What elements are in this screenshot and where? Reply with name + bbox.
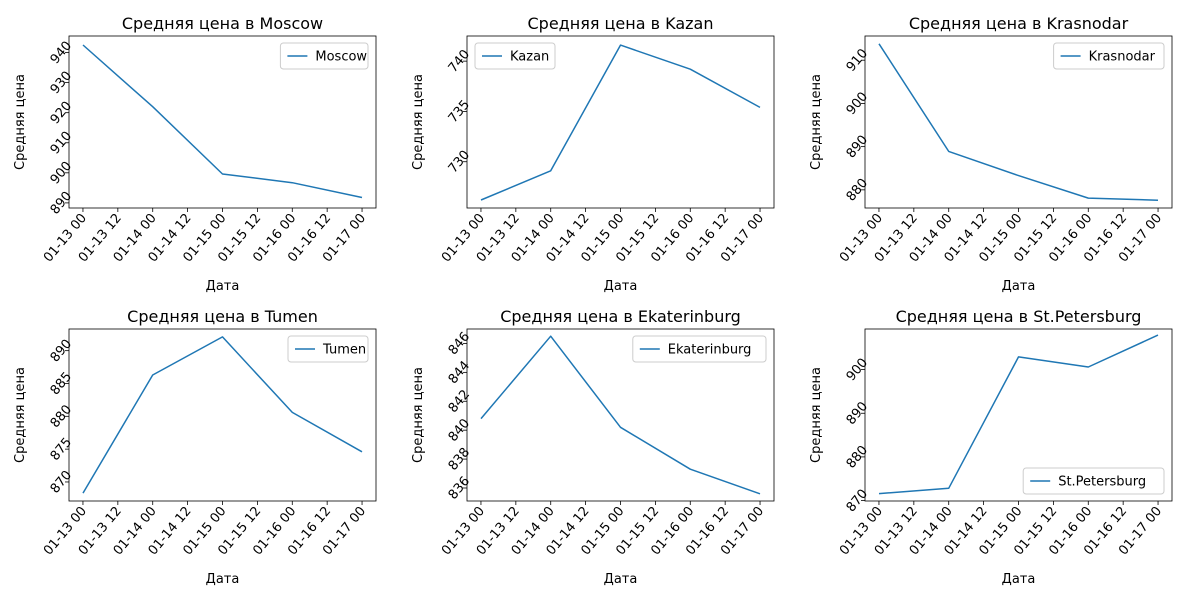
legend-label: St.Petersburg	[1058, 475, 1146, 490]
legend-label: Moscow	[315, 50, 367, 65]
chart-title: Средняя цена в Ekaterinburg	[500, 307, 741, 326]
chart-title: Средняя цена в St.Petersburg	[896, 307, 1142, 326]
y-axis-label: Средняя цена	[411, 367, 426, 463]
legend-label: Krasnodar	[1089, 50, 1156, 65]
legend-box	[287, 335, 369, 363]
y-tick-label: 900	[48, 159, 75, 188]
y-tick-label: 930	[48, 69, 75, 98]
y-tick-label: 880	[844, 443, 871, 472]
x-axis-label: Дата	[1002, 279, 1036, 294]
y-axis-label: Средняя цена	[13, 367, 28, 463]
y-tick-label: 885	[48, 369, 75, 398]
y-tick-label: 840	[446, 416, 473, 445]
legend: Ekaterinburg	[632, 335, 767, 363]
y-tick-label: 875	[48, 435, 75, 464]
chart-title: Средняя цена в Krasnodar	[909, 14, 1129, 33]
y-tick-label: 842	[446, 387, 473, 416]
y-tick-label: 890	[48, 189, 75, 218]
series-line	[878, 43, 1159, 201]
legend: Krasnodar	[1053, 42, 1165, 70]
y-tick-label: 844	[446, 358, 473, 387]
y-tick-label: 890	[844, 133, 871, 162]
legend-box	[1053, 42, 1165, 70]
x-axis-label: Дата	[604, 572, 638, 587]
y-axis-label: Средняя цена	[809, 367, 824, 463]
y-axis-label: Средняя цена	[411, 74, 426, 170]
y-tick-label: 870	[844, 487, 871, 516]
y-tick-label: 940	[48, 39, 75, 68]
y-tick-label: 880	[48, 402, 75, 431]
x-axis-label: Дата	[604, 279, 638, 294]
x-axis-label: Дата	[206, 279, 240, 294]
series-line	[82, 336, 363, 494]
y-tick-label: 735	[446, 97, 473, 126]
y-tick-label: 920	[48, 99, 75, 128]
legend-box	[1022, 467, 1165, 495]
y-tick-label: 890	[48, 337, 75, 366]
y-tick-label: 740	[446, 47, 473, 76]
series-line	[480, 335, 761, 495]
y-tick-label: 730	[446, 148, 473, 177]
y-tick-label: 880	[844, 176, 871, 205]
chart-title: Средняя цена в Moscow	[122, 14, 323, 33]
y-tick-label: 910	[48, 129, 75, 158]
y-tick-label: 900	[844, 89, 871, 118]
legend: Kazan	[474, 42, 556, 70]
x-axis-label: Дата	[206, 572, 240, 587]
series-line	[82, 44, 363, 199]
legend-label: Kazan	[510, 50, 549, 65]
x-axis-label: Дата	[1002, 572, 1036, 587]
legend-box	[632, 335, 767, 363]
y-tick-label: 838	[446, 445, 473, 474]
y-tick-label: 846	[446, 329, 473, 358]
legend: Moscow	[279, 42, 369, 70]
legend-box	[279, 42, 369, 70]
series-line	[878, 334, 1159, 495]
chart-title: Средняя цена в Kazan	[528, 14, 714, 33]
y-tick-label: 890	[844, 399, 871, 428]
y-axis-label: Средняя цена	[809, 74, 824, 170]
legend-label: Tumen	[322, 343, 366, 358]
y-tick-label: 836	[446, 474, 473, 503]
legend-box	[474, 42, 556, 70]
legend-label: Ekaterinburg	[668, 343, 752, 358]
legend: St.Petersburg	[1022, 467, 1165, 495]
y-tick-label: 910	[844, 46, 871, 75]
y-axis-label: Средняя цена	[13, 74, 28, 170]
series-line	[480, 44, 761, 201]
y-tick-label: 900	[844, 356, 871, 385]
legend: Tumen	[287, 335, 369, 363]
y-tick-label: 870	[48, 468, 75, 497]
chart-title: Средняя цена в Tumen	[127, 307, 318, 326]
